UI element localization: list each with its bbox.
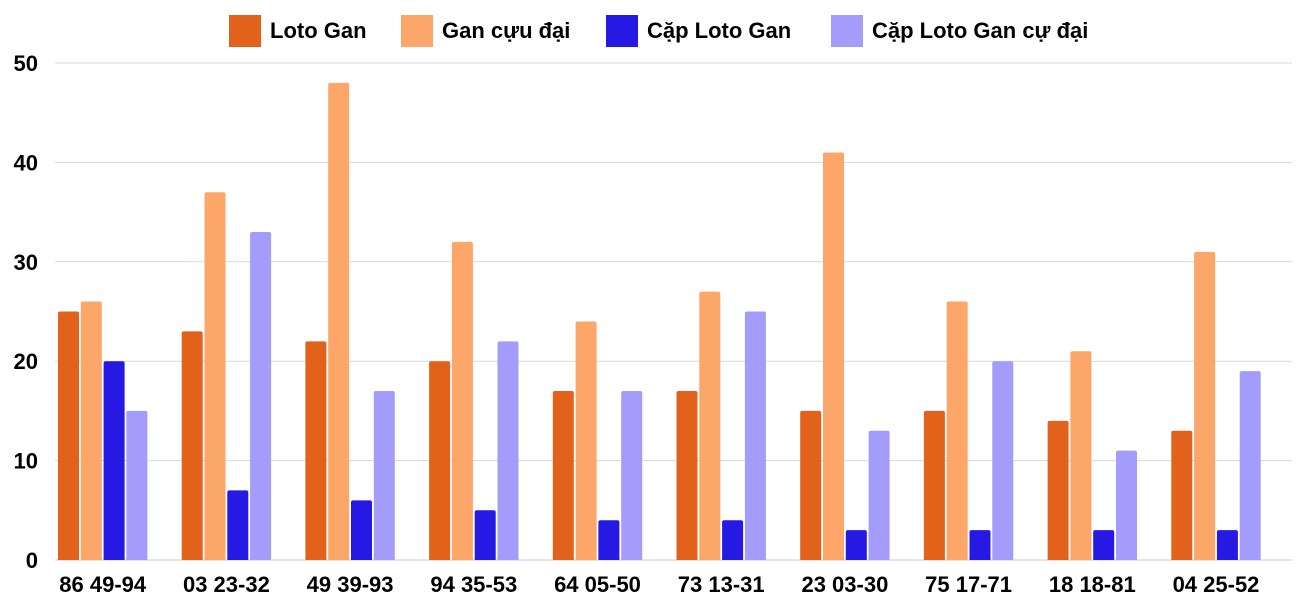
- bar-gan-c-u-i-9: [1070, 351, 1092, 560]
- bar-c-p-loto-gan-6: [722, 520, 744, 560]
- x-axis: 86 49-94 03 23-32 49 39-93 94 35-53 64 05-50…: [59, 572, 1259, 597]
- bar-gan-c-u-i-6: [699, 291, 721, 560]
- bar-gan-c-u-i-4: [451, 241, 473, 561]
- y-tick-label: 40: [14, 150, 38, 175]
- x-tick-label: 49 39-93: [307, 572, 394, 597]
- x-tick-label: 94 35-53: [430, 572, 517, 597]
- x-tick-label: 23 03-30: [801, 572, 888, 597]
- bar-c-p-loto-gan-c-i-5: [621, 391, 643, 560]
- bar-c-p-loto-gan-c-i-7: [868, 430, 890, 560]
- legend-label: Cặp Loto Gan cự đại: [872, 18, 1088, 43]
- y-axis: 0 10 20 30 40 50: [14, 51, 38, 573]
- y-tick-label: 0: [26, 548, 38, 573]
- x-tick-label: 03 23-32: [183, 572, 270, 597]
- bar-loto-gan-9: [1047, 420, 1069, 560]
- bar-c-p-loto-gan-c-i-8: [992, 361, 1014, 560]
- bar-c-p-loto-gan-c-i-2: [250, 231, 272, 561]
- legend-label: Cặp Loto Gan: [647, 18, 791, 43]
- x-tick-label: 04 25-52: [1173, 572, 1260, 597]
- legend-label: Gan cựu đại: [442, 18, 570, 43]
- bar-loto-gan-6: [676, 391, 698, 560]
- bar-loto-gan-8: [923, 410, 945, 560]
- bar-c-p-loto-gan-8: [969, 530, 991, 560]
- bar-c-p-loto-gan-c-i-9: [1116, 450, 1137, 560]
- bar-c-p-loto-gan-4: [474, 510, 496, 560]
- bar-gan-c-u-i-5: [575, 321, 597, 560]
- x-tick-label: 75 17-71: [925, 572, 1012, 597]
- bar-gan-c-u-i-8: [946, 301, 968, 560]
- y-tick-label: 50: [14, 51, 38, 76]
- bar-gan-c-u-i-10: [1194, 251, 1216, 561]
- x-tick-label: 18 18-81: [1049, 572, 1136, 597]
- bar-c-p-loto-gan-9: [1093, 530, 1115, 560]
- x-tick-label: 73 13-31: [678, 572, 765, 597]
- bar-c-p-loto-gan-c-i-3: [373, 391, 395, 560]
- legend-label: Loto Gan: [270, 18, 367, 43]
- bar-loto-gan-1: [58, 311, 79, 560]
- bar-c-p-loto-gan-2: [227, 490, 249, 560]
- bar-c-p-loto-gan-c-i-1: [126, 410, 148, 560]
- bar-gan-c-u-i-7: [823, 152, 844, 560]
- bar-gan-c-u-i-2: [204, 192, 226, 560]
- y-tick-label: 10: [14, 449, 38, 474]
- bar-c-p-loto-gan-1: [103, 361, 125, 560]
- legend: Loto Gan Gan cựu đại Cặp Loto Gan Cặp Loto …: [229, 15, 1088, 47]
- bars: [58, 82, 1261, 561]
- x-tick-label: 64 05-50: [554, 572, 641, 597]
- gridlines: [55, 62, 1292, 561]
- bar-loto-gan-4: [429, 361, 451, 560]
- bar-gan-c-u-i-1: [80, 301, 102, 560]
- bar-c-p-loto-gan-c-i-6: [744, 311, 766, 560]
- bar-c-p-loto-gan-c-i-10: [1239, 371, 1261, 560]
- y-tick-label: 20: [14, 349, 38, 374]
- bar-loto-gan-10: [1171, 430, 1193, 560]
- legend-swatch: [401, 15, 433, 47]
- legend-swatch: [831, 15, 863, 47]
- y-tick-label: 30: [14, 250, 38, 275]
- bar-loto-gan-2: [181, 331, 203, 560]
- bar-loto-gan-5: [552, 391, 574, 560]
- bar-gan-c-u-i-3: [328, 82, 350, 560]
- bar-loto-gan-3: [305, 341, 327, 560]
- bar-c-p-loto-gan-5: [598, 520, 620, 560]
- bar-c-p-loto-gan-c-i-4: [497, 341, 519, 560]
- legend-swatch: [606, 15, 638, 47]
- legend-swatch: [229, 15, 261, 47]
- bar-c-p-loto-gan-7: [845, 530, 867, 560]
- bar-c-p-loto-gan-10: [1216, 530, 1238, 560]
- x-tick-label: 86 49-94: [59, 572, 147, 597]
- bar-loto-gan-7: [800, 410, 822, 560]
- bar-c-p-loto-gan-3: [351, 500, 372, 560]
